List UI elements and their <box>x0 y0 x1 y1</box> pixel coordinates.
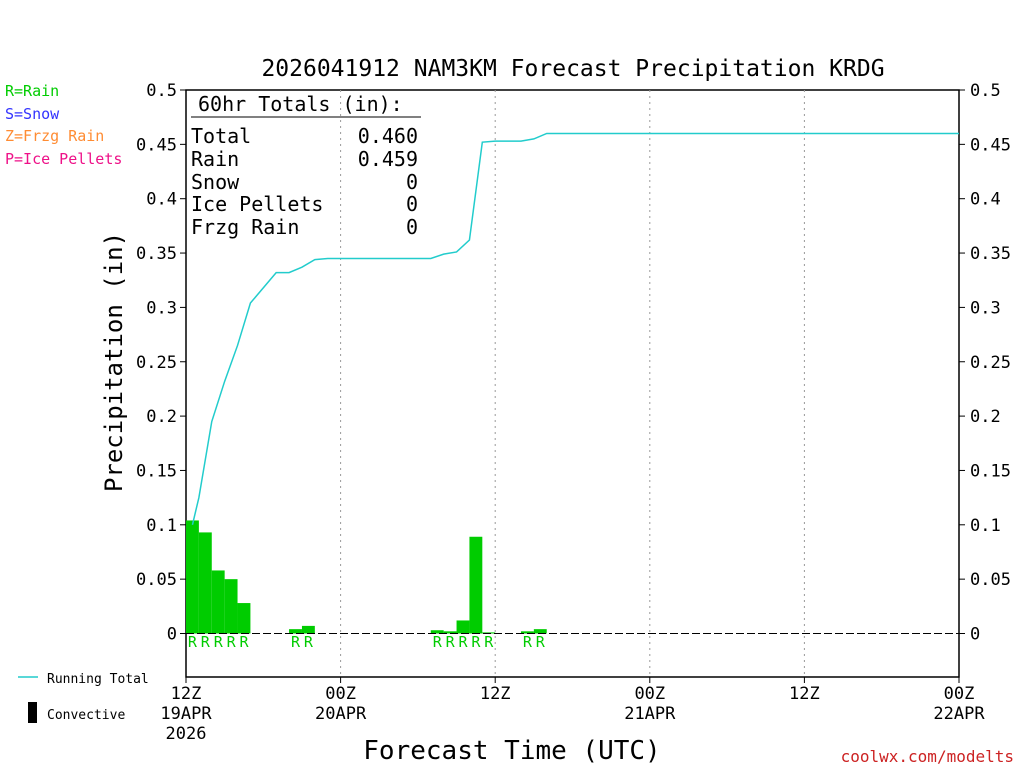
ytick-left-label-2: 0.1 <box>146 516 177 536</box>
ytick-left-label-9: 0.45 <box>136 135 177 155</box>
rain-bar-3 <box>224 579 238 634</box>
ytick-right-label-9: 0.45 <box>970 135 1011 155</box>
ptype-label-0: R <box>188 633 198 651</box>
y-axis-left: 0 0.05 0.1 0.15 0.2 0.25 0.3 0.35 0.4 0.45 0.5 <box>136 81 186 645</box>
rain-bar-0 <box>186 520 199 634</box>
ptype-label-2: R <box>214 633 224 651</box>
rain-bar-1 <box>198 532 212 634</box>
rain-bar-2 <box>211 570 225 634</box>
ytick-right-label-0: 0 <box>970 625 980 645</box>
ptype-label-6: R <box>304 633 314 651</box>
legend-ice-pellets: P=Ice Pellets <box>5 150 122 168</box>
rain-bar-4 <box>237 603 251 634</box>
legend-snow: S=Snow <box>5 105 60 123</box>
ytick-right-label-5: 0.25 <box>970 353 1011 373</box>
plot-frame <box>185 89 960 678</box>
ytick-right-label-3: 0.15 <box>970 461 1011 481</box>
rain-bar-7 <box>430 630 444 634</box>
ptype-label-4: R <box>239 633 249 651</box>
legend-running-total: Running Total <box>47 672 149 687</box>
rain-bar-12 <box>520 631 534 634</box>
vertical-gridlines <box>340 90 805 677</box>
ytick-left-label-10: 0.5 <box>146 81 177 101</box>
rain-bar-10 <box>469 536 483 634</box>
convective-swatch <box>28 702 37 723</box>
ytick-right-label-1: 0.05 <box>970 570 1011 590</box>
ytick-right-label-8: 0.4 <box>970 190 1001 210</box>
y-axis-right: 0 0.05 0.1 0.15 0.2 0.25 0.3 0.35 0.4 0.45 0.5 <box>959 81 1011 645</box>
ytick-right-label-2: 0.1 <box>970 516 1001 536</box>
ytick-left-label-3: 0.15 <box>136 461 177 481</box>
xtick-label-1-1: 20APR <box>315 704 367 724</box>
xtick-label-4-0: 12Z <box>789 684 820 704</box>
totals-total-value: 0.460 <box>358 124 418 148</box>
totals-snow-value: 0 <box>406 170 418 194</box>
ptype-legend: R=Rain S=Snow Z=Frzg Rain P=Ice Pellets <box>5 82 122 168</box>
totals-box: 60hr Totals (in): Total 0.460 Rain 0.459… <box>191 92 421 239</box>
rain-bar-13 <box>533 629 547 634</box>
ytick-right-label-4: 0.2 <box>970 407 1001 427</box>
xtick-label-5-0: 00Z <box>944 684 975 704</box>
chart-title: 2026041912 NAM3KM Forecast Precipitation… <box>261 56 884 82</box>
xtick-label-5-1: 22APR <box>933 704 985 724</box>
xtick-label-3-1: 21APR <box>624 704 676 724</box>
ytick-left-label-6: 0.3 <box>146 298 177 318</box>
rain-bars <box>186 520 547 634</box>
ytick-left-label-7: 0.35 <box>136 244 177 264</box>
xtick-label-2-0: 12Z <box>480 684 511 704</box>
totals-rain-value: 0.459 <box>358 147 418 171</box>
ytick-left-label-1: 0.05 <box>136 570 177 590</box>
ptype-label-9: R <box>458 633 468 651</box>
ytick-left-label-4: 0.2 <box>146 407 177 427</box>
rain-bar-6 <box>301 625 315 634</box>
rain-bar-11 <box>482 632 496 634</box>
totals-icepellets-label: Ice Pellets <box>191 192 323 216</box>
ptype-label-10: R <box>471 633 481 651</box>
rain-bar-5 <box>289 629 302 634</box>
ptype-label-5: R <box>291 633 301 651</box>
legend-frzg-rain: Z=Frzg Rain <box>5 127 104 145</box>
ptype-label-12: R <box>523 633 533 651</box>
totals-total-label: Total <box>191 124 251 148</box>
totals-heading: 60hr Totals (in): <box>198 92 403 116</box>
series-legend: Running Total Convective <box>18 672 149 723</box>
xtick-label-0-0: 12Z <box>171 684 202 704</box>
rain-bar-8 <box>443 631 457 634</box>
ptype-label-8: R <box>446 633 456 651</box>
totals-snow-label: Snow <box>191 170 240 194</box>
xtick-label-0-2: 2026 <box>166 724 207 744</box>
ytick-right-label-6: 0.3 <box>970 298 1001 318</box>
totals-frzgrain-value: 0 <box>406 215 418 239</box>
ytick-left-label-5: 0.25 <box>136 353 177 373</box>
ptype-label-13: R <box>536 633 546 651</box>
running-total-line <box>191 132 959 525</box>
credit-text: coolwx.com/modelts <box>841 747 1014 766</box>
y-axis-title: Precipitation (in) <box>100 232 128 492</box>
ptype-label-7: R <box>433 633 443 651</box>
totals-frzgrain-label: Frzg Rain <box>191 215 299 239</box>
x-axis-title: Forecast Time (UTC) <box>363 736 660 766</box>
xtick-label-0-1: 19APR <box>160 704 212 724</box>
ytick-left-label-0: 0 <box>167 625 177 645</box>
totals-icepellets-value: 0 <box>406 192 418 216</box>
ptype-label-3: R <box>227 633 237 651</box>
legend-convective: Convective <box>47 708 125 723</box>
ytick-right-label-7: 0.35 <box>970 244 1011 264</box>
rain-bar-9 <box>456 620 470 634</box>
legend-rain: R=Rain <box>5 82 59 100</box>
ytick-right-label-10: 0.5 <box>970 81 1001 101</box>
ptype-label-11: R <box>484 633 494 651</box>
totals-rain-label: Rain <box>191 147 239 171</box>
xtick-label-1-0: 00Z <box>325 684 356 704</box>
xtick-label-3-0: 00Z <box>634 684 665 704</box>
ytick-left-label-8: 0.4 <box>146 190 177 210</box>
ptype-label-1: R <box>201 633 211 651</box>
